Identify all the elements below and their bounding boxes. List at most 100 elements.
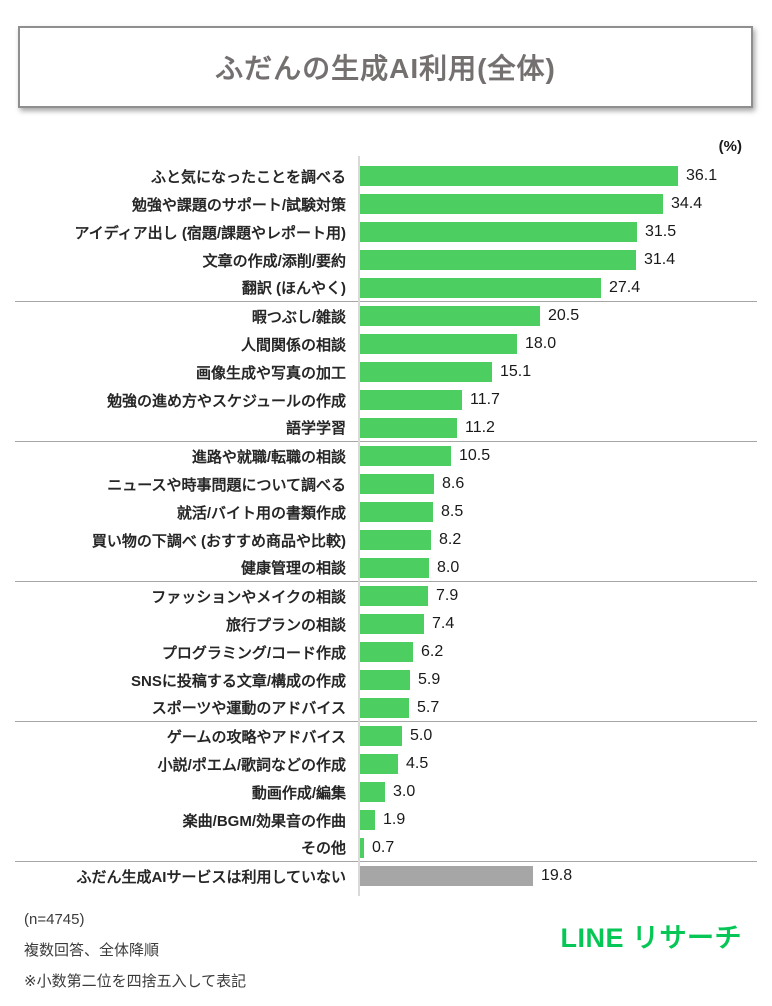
bar-row: SNSに投稿する文章/構成の作成 5.9 — [15, 666, 757, 694]
category-label: 勉強の進め方やスケジュールの作成 — [107, 392, 346, 410]
bar-row: 進路や就職/転職の相談 10.5 — [15, 442, 757, 470]
category-label: スポーツや運動のアドバイス — [151, 700, 346, 717]
bar-area: 5.7 — [358, 694, 757, 721]
bar — [358, 810, 375, 830]
bar-row: 勉強の進め方やスケジュールの作成 11.7 — [15, 386, 757, 414]
category-label: 楽曲/BGM/効果音の作曲 — [182, 812, 346, 830]
value-label: 1.9 — [383, 811, 406, 828]
bar — [358, 614, 424, 634]
bar-area: 11.2 — [358, 414, 757, 441]
bar-area: 8.2 — [358, 526, 757, 554]
category-label: 文章の作成/添削/要約 — [202, 252, 346, 270]
category-label: ニュースや時事問題について調べる — [107, 476, 346, 494]
bar-area: 0.7 — [358, 834, 757, 861]
bar — [358, 362, 492, 382]
bar-row: ゲームの攻略やアドバイス 5.0 — [15, 722, 757, 750]
value-label: 5.0 — [410, 727, 433, 744]
bar-area: 8.0 — [358, 554, 757, 581]
value-label: 31.5 — [645, 223, 677, 240]
bar-area: 1.9 — [358, 806, 757, 834]
page-title: ふだんの生成AI利用(全体) — [215, 53, 556, 84]
value-label: 8.6 — [442, 475, 465, 492]
category-label: 人間関係の相談 — [240, 336, 346, 354]
category-label: 小説/ポエム/歌詞などの作成 — [157, 756, 346, 774]
bar-row: アイディア出し (宿題/課題やレポート用) 31.5 — [15, 218, 757, 246]
bar-area: 8.6 — [358, 470, 757, 498]
bar-area: 34.4 — [358, 190, 757, 218]
bar — [358, 277, 601, 298]
category-label: 暇つぶし/雑談 — [251, 308, 346, 326]
value-label: 3.0 — [393, 783, 416, 800]
bar-area: 7.9 — [358, 582, 757, 610]
value-label: 8.0 — [437, 558, 460, 576]
bar-area: 4.5 — [358, 750, 757, 778]
value-label: 34.4 — [671, 195, 703, 212]
value-label: 8.5 — [441, 503, 464, 520]
bar-chart: ふと気になったことを調べる 36.1 勉強や課題のサポート/試験対策 34.4 アイディ… — [15, 156, 757, 896]
bar — [358, 334, 517, 354]
bar-area: 36.1 — [358, 162, 757, 190]
bar-rows-container: ふと気になったことを調べる 36.1 勉強や課題のサポート/試験対策 34.4 アイディ… — [15, 162, 757, 890]
category-label: 画像生成や写真の加工 — [195, 364, 346, 382]
category-label: 旅行プランの相談 — [225, 616, 346, 634]
value-label: 5.9 — [418, 671, 441, 688]
value-label: 10.5 — [459, 447, 491, 464]
chart-title-box: ふだんの生成AI利用(全体) — [18, 26, 753, 108]
bar-row: 健康管理の相談 8.0 — [15, 554, 757, 582]
category-label: ゲームの攻略やアドバイス — [166, 728, 346, 746]
bar-row: 動画作成/編集 3.0 — [15, 778, 757, 806]
bar-row: 楽曲/BGM/効果音の作曲 1.9 — [15, 806, 757, 834]
category-label: プログラミング/コード作成 — [161, 644, 346, 662]
bar-row: 語学学習 11.2 — [15, 414, 757, 442]
category-label: その他 — [300, 840, 346, 857]
value-label: 11.7 — [470, 391, 500, 408]
bar-row: 就活/バイト用の書類作成 8.5 — [15, 498, 757, 526]
value-label: 7.9 — [436, 587, 459, 604]
bar-row: スポーツや運動のアドバイス 5.7 — [15, 694, 757, 722]
category-label: ふと気になったことを調べる — [150, 168, 346, 186]
bar-row: 人間関係の相談 18.0 — [15, 330, 757, 358]
category-label: 翻訳 (ほんやく) — [241, 280, 346, 297]
bar-row: 勉強や課題のサポート/試験対策 34.4 — [15, 190, 757, 218]
bar-row: ふだん生成AIサービスは利用していない 19.8 — [15, 862, 757, 890]
bar — [358, 837, 364, 858]
bar-area: 6.2 — [358, 638, 757, 666]
bar — [358, 474, 434, 494]
bar-row: ニュースや時事問題について調べる 8.6 — [15, 470, 757, 498]
value-label: 19.8 — [541, 867, 573, 884]
bar-area: 27.4 — [358, 274, 757, 301]
value-label: 5.7 — [417, 698, 440, 716]
category-label: 進路や就職/転職の相談 — [191, 448, 346, 466]
bar — [358, 557, 429, 578]
rounding-note: ※小数第二位を四捨五入して表記 — [24, 973, 247, 990]
bar-area: 10.5 — [358, 442, 757, 470]
category-label: 買い物の下調べ (おすすめ商品や比較) — [91, 532, 346, 550]
bar-area: 19.8 — [358, 862, 757, 890]
bar — [358, 670, 410, 690]
bar — [358, 390, 462, 410]
bar-area: 5.9 — [358, 666, 757, 694]
bar-row: ふと気になったことを調べる 36.1 — [15, 162, 757, 190]
bar-row: 文章の作成/添削/要約 31.4 — [15, 246, 757, 274]
category-label: 語学学習 — [285, 420, 346, 437]
value-label: 4.5 — [406, 755, 429, 772]
bar-row: 小説/ポエム/歌詞などの作成 4.5 — [15, 750, 757, 778]
bar-row: 買い物の下調べ (おすすめ商品や比較) 8.2 — [15, 526, 757, 554]
bar-row: ファッションやメイクの相談 7.9 — [15, 582, 757, 610]
category-label: 就活/バイト用の書類作成 — [176, 504, 346, 522]
bar-row: 暇つぶし/雑談 20.5 — [15, 302, 757, 330]
bar-row: 旅行プランの相談 7.4 — [15, 610, 757, 638]
bar — [358, 306, 540, 326]
bar — [358, 726, 402, 746]
bar-area: 15.1 — [358, 358, 757, 386]
category-label: 健康管理の相談 — [240, 560, 346, 577]
bar — [358, 697, 409, 718]
value-label: 6.2 — [421, 643, 444, 660]
bar — [358, 250, 636, 270]
value-label: 20.5 — [548, 307, 580, 324]
bar — [358, 222, 637, 242]
bar-row: 画像生成や写真の加工 15.1 — [15, 358, 757, 386]
category-label: 動画作成/編集 — [251, 784, 346, 802]
category-label: ファッションやメイクの相談 — [151, 588, 346, 606]
category-label: SNSに投稿する文章/構成の作成 — [130, 672, 346, 690]
